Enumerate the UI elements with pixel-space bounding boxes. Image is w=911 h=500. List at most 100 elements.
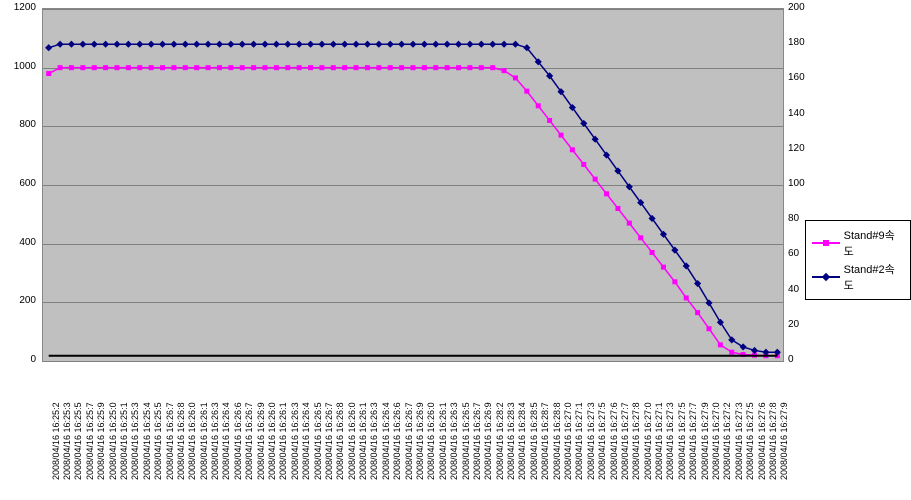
series-marker <box>160 65 165 70</box>
series-marker <box>536 103 541 108</box>
series-marker <box>113 41 120 48</box>
x-tick-label: 2008/04/16 16:28:4 <box>517 402 527 480</box>
x-tick-label: 2008/04/16 16:25:1 <box>119 402 129 480</box>
series-marker <box>46 71 51 76</box>
x-tick-label: 2008/04/16 16:25:3 <box>62 402 72 480</box>
series-marker <box>217 65 222 70</box>
x-tick-label: 2008/04/16 16:26:6 <box>392 402 402 480</box>
x-tick-label: 2008/04/16 16:26:5 <box>461 402 471 480</box>
x-tick-label: 2008/04/16 16:26:7 <box>324 402 334 480</box>
x-tick-label: 2008/04/16 16:26:7 <box>165 402 175 480</box>
y-right-tick-label: 100 <box>788 178 805 189</box>
series-svg <box>43 9 783 361</box>
x-tick-label: 2008/04/16 16:27:6 <box>757 402 767 480</box>
legend-item: Stand#2속도 <box>812 261 904 293</box>
series-marker <box>206 65 211 70</box>
series-marker <box>80 65 85 70</box>
series-marker <box>399 65 404 70</box>
series-marker <box>159 41 166 48</box>
series-marker <box>615 206 620 211</box>
series-marker <box>69 65 74 70</box>
series-marker <box>466 41 473 48</box>
series-marker <box>341 41 348 48</box>
series-marker <box>58 65 63 70</box>
series-marker <box>604 191 609 196</box>
x-tick-label: 2008/04/16 16:26:8 <box>176 402 186 480</box>
series-marker <box>432 41 439 48</box>
x-tick-label: 2008/04/16 16:28:5 <box>529 402 539 480</box>
y-right-tick-label: 200 <box>788 2 805 13</box>
series-marker <box>547 118 552 123</box>
series-marker <box>45 44 52 51</box>
x-tick-label: 2008/04/16 16:27:0 <box>643 402 653 480</box>
series-marker <box>126 65 131 70</box>
x-tick-label: 2008/04/16 16:28:8 <box>552 402 562 480</box>
x-tick-label: 2008/04/16 16:26:7 <box>404 402 414 480</box>
y-right-tick-label: 40 <box>788 284 799 295</box>
series-marker <box>650 250 655 255</box>
series-marker <box>263 65 268 70</box>
series-marker <box>228 65 233 70</box>
x-tick-label: 2008/04/16 16:27:0 <box>711 402 721 480</box>
x-tick-label: 2008/04/16 16:27:3 <box>586 402 596 480</box>
series-marker <box>456 65 461 70</box>
y-left-tick-label: 800 <box>0 119 36 130</box>
series-marker <box>512 41 519 48</box>
x-tick-label: 2008/04/16 16:26:9 <box>415 402 425 480</box>
plot-area <box>42 8 784 362</box>
x-tick-label: 2008/04/16 16:27:1 <box>654 402 664 480</box>
series-marker <box>261 41 268 48</box>
series-marker <box>103 65 108 70</box>
y-right-tick-label: 180 <box>788 37 805 48</box>
series-marker <box>524 89 529 94</box>
series-marker <box>136 41 143 48</box>
series-marker <box>593 177 598 182</box>
y-left-tick-label: 200 <box>0 295 36 306</box>
x-tick-label: 2008/04/16 16:27:0 <box>563 402 573 480</box>
series-marker <box>308 65 313 70</box>
y-left-tick-label: 400 <box>0 237 36 248</box>
x-tick-label: 2008/04/16 16:26:3 <box>290 402 300 480</box>
x-tick-label: 2008/04/16 16:26:9 <box>483 402 493 480</box>
x-tick-label: 2008/04/16 16:26:8 <box>335 402 345 480</box>
x-tick-label: 2008/04/16 16:27:8 <box>631 402 641 480</box>
x-tick-label: 2008/04/16 16:25:4 <box>142 402 152 480</box>
x-tick-label: 2008/04/16 16:25:5 <box>73 402 83 480</box>
series-marker <box>433 65 438 70</box>
x-tick-label: 2008/04/16 16:28:3 <box>506 402 516 480</box>
x-tick-label: 2008/04/16 16:26:1 <box>438 402 448 480</box>
series-marker <box>422 65 427 70</box>
series-marker <box>388 65 393 70</box>
series-marker <box>581 162 586 167</box>
x-tick-label: 2008/04/16 16:26:6 <box>233 402 243 480</box>
x-tick-label: 2008/04/16 16:27:5 <box>677 402 687 480</box>
y-left-tick-label: 600 <box>0 178 36 189</box>
series-marker <box>375 41 382 48</box>
y-right-tick-label: 160 <box>788 72 805 83</box>
series-marker <box>421 41 428 48</box>
x-tick-label: 2008/04/16 16:27:5 <box>597 402 607 480</box>
series-marker <box>307 41 314 48</box>
x-tick-label: 2008/04/16 16:26:4 <box>221 402 231 480</box>
x-tick-label: 2008/04/16 16:26:5 <box>313 402 323 480</box>
series-marker <box>330 41 337 48</box>
series-marker <box>205 41 212 48</box>
x-tick-label: 2008/04/16 16:27:2 <box>722 402 732 480</box>
series-marker <box>513 75 518 80</box>
series-marker <box>489 41 496 48</box>
x-tick-label: 2008/04/16 16:25:9 <box>96 402 106 480</box>
series-marker <box>444 41 451 48</box>
series-marker <box>559 133 564 138</box>
series-marker <box>182 41 189 48</box>
legend-swatch-line <box>812 276 840 278</box>
series-marker <box>331 65 336 70</box>
x-tick-label: 2008/04/16 16:27:8 <box>768 402 778 480</box>
series-marker <box>284 41 291 48</box>
series-marker <box>125 41 132 48</box>
series-line <box>49 68 778 356</box>
x-tick-label: 2008/04/16 16:26:7 <box>244 402 254 480</box>
x-tick-label: 2008/04/16 16:26:4 <box>381 402 391 480</box>
x-tick-label: 2008/04/16 16:26:4 <box>301 402 311 480</box>
series-marker <box>695 310 700 315</box>
x-tick-label: 2008/04/16 16:26:3 <box>369 402 379 480</box>
